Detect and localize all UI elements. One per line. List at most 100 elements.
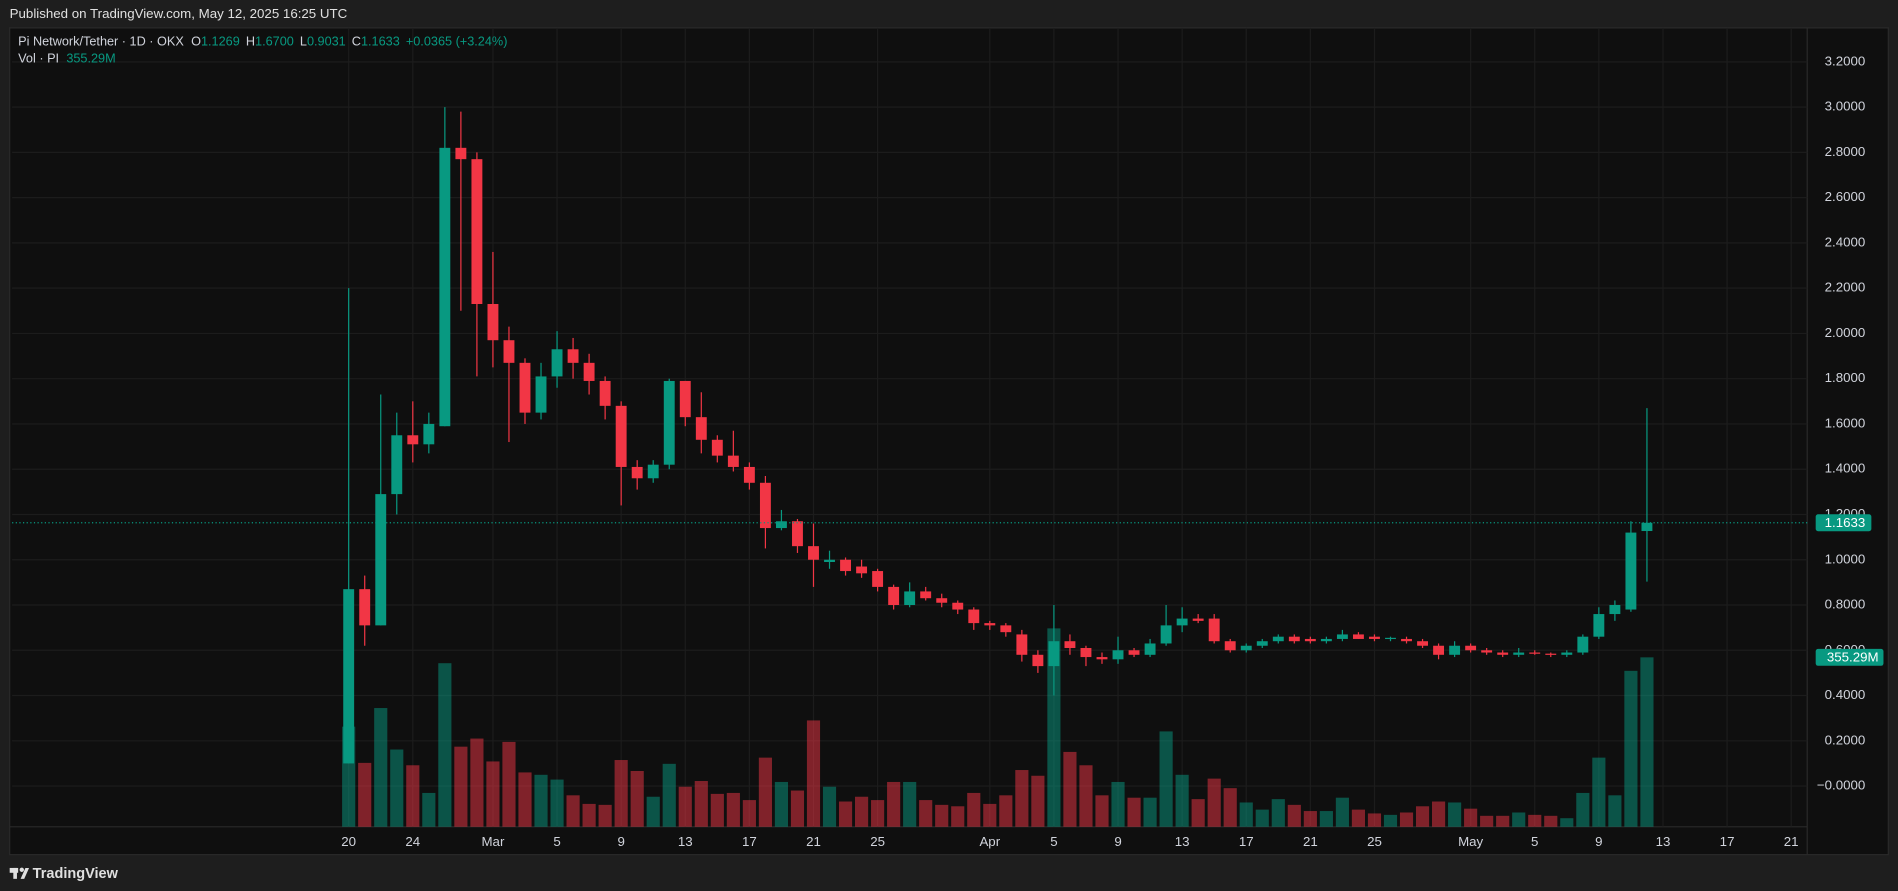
- volume-bar: [1159, 731, 1173, 827]
- volume-bar: [774, 781, 789, 827]
- candle-body: [1513, 652, 1525, 655]
- volume-bar: [967, 792, 981, 827]
- volume-bar: [694, 781, 708, 827]
- volume-bar: [614, 760, 628, 827]
- footer-brand: TradingView: [33, 866, 119, 882]
- candle-body: [1417, 641, 1428, 646]
- ohlc-value: 1.1633: [361, 35, 400, 49]
- volume-bar: [406, 765, 420, 827]
- x-tick-label: 17: [1239, 834, 1254, 849]
- candle-body: [1545, 653, 1557, 655]
- volume-bar: [390, 749, 404, 827]
- x-tick-label: 13: [1175, 834, 1190, 849]
- volume-bar: [502, 741, 516, 827]
- volume-bar: [1143, 797, 1157, 827]
- candle-body: [920, 591, 932, 599]
- candle-body: [551, 349, 563, 377]
- candle-body: [1240, 645, 1252, 651]
- candle-body: [1112, 650, 1124, 660]
- x-tick-label: 21: [1303, 834, 1318, 849]
- volume-bar: [1415, 806, 1430, 827]
- candle-body: [1208, 618, 1220, 642]
- candle-body: [1449, 645, 1461, 655]
- candle-body: [1272, 636, 1284, 642]
- candle-body: [840, 559, 851, 572]
- last-price-badge: [1815, 514, 1872, 532]
- candle-body: [711, 439, 723, 456]
- candle-body: [1433, 645, 1445, 655]
- y-tick-label: 2.2000: [1825, 280, 1866, 295]
- volume-title: Vol · PI: [18, 52, 59, 66]
- volume-bar: [1496, 815, 1510, 827]
- volume-bar: [646, 796, 660, 827]
- y-tick-label: 3.0000: [1825, 99, 1866, 114]
- candle-body: [984, 623, 996, 626]
- volume-bar: [1464, 808, 1478, 827]
- candle-body: [888, 586, 900, 606]
- candle-body: [535, 376, 547, 413]
- candle-body: [1529, 652, 1541, 654]
- candle-body: [1000, 625, 1012, 633]
- candle-body: [391, 435, 403, 495]
- volume-bar: [806, 720, 821, 827]
- volume-bar: [566, 795, 580, 827]
- volume-bar: [534, 774, 548, 827]
- volume-bar: [1512, 812, 1526, 827]
- volume-legend: Vol · PI 355.29M: [18, 52, 116, 66]
- volume-bar: [1191, 799, 1205, 827]
- candle-body: [1048, 641, 1060, 667]
- candle-body: [679, 380, 691, 418]
- candle-body: [1641, 522, 1653, 532]
- volume-bar: [1399, 812, 1414, 827]
- candle-body: [743, 466, 755, 483]
- volume-bar: [1367, 813, 1382, 827]
- ohlc-label: H: [246, 35, 255, 49]
- candle-body: [1064, 641, 1076, 649]
- volume-bar: [1576, 792, 1590, 827]
- candle-body: [1176, 618, 1188, 626]
- volume-bar: [935, 804, 949, 827]
- volume-bar: [999, 795, 1013, 827]
- x-tick-label: 9: [1114, 834, 1121, 849]
- candle-body: [407, 435, 419, 445]
- volume-bar: [1592, 757, 1606, 827]
- last-price-label: 1.1633: [1825, 515, 1866, 530]
- candle-body: [1497, 652, 1509, 655]
- candle-body: [792, 521, 803, 547]
- volume-bar: [951, 806, 965, 827]
- volume-bar: [1544, 815, 1558, 827]
- candle-body: [1224, 641, 1236, 651]
- ohlc-value: 0.9031: [307, 35, 346, 49]
- volume-bar: [983, 803, 997, 827]
- volume-bar: [1640, 657, 1654, 827]
- candle-body: [1609, 605, 1621, 615]
- x-tick-label: 13: [1656, 834, 1671, 849]
- candle-body: [1304, 638, 1316, 642]
- volume-bar: [1608, 795, 1622, 827]
- candle-body: [615, 405, 627, 467]
- volume-bar: [710, 793, 724, 827]
- volume-bar: [598, 804, 612, 827]
- volume-bar: [726, 792, 740, 827]
- volume-bar: [1624, 670, 1638, 827]
- volume-bar: [790, 790, 805, 827]
- y-tick-label: 3.2000: [1825, 53, 1866, 68]
- y-tick-label: 2.0000: [1825, 325, 1866, 340]
- ohlc-label: O: [191, 35, 201, 49]
- volume-bar: [662, 763, 676, 827]
- candle-body: [936, 598, 948, 603]
- volume-bar: [1175, 774, 1189, 827]
- volume-bar: [454, 746, 468, 827]
- x-tick-label: 17: [1720, 834, 1735, 849]
- volume-bar: [1383, 814, 1398, 827]
- candle-body: [1401, 638, 1412, 642]
- candle-body: [695, 417, 707, 440]
- volume-bar: [582, 803, 596, 827]
- volume-bar: [1079, 765, 1093, 827]
- legend-line: Pi Network/Tether · 1D · OKX O1.1269 H1.67…: [18, 35, 507, 49]
- x-tick-label: 13: [678, 834, 693, 849]
- candle-body: [1465, 645, 1477, 651]
- volume-bar: [1528, 814, 1542, 827]
- x-tick-label: Mar: [481, 834, 504, 849]
